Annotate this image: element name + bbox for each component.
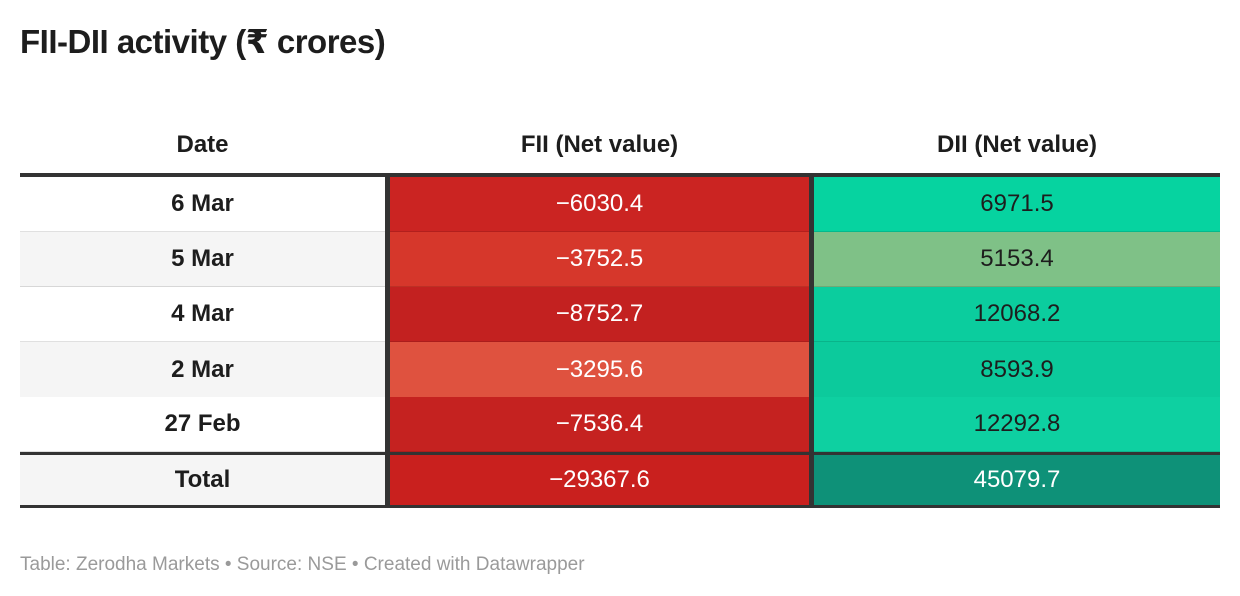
table-row: 5 Mar −3752.5 5153.4	[20, 232, 1220, 287]
table-row: 6 Mar −6030.4 6971.5	[20, 177, 1220, 232]
dii-value-cell: 12068.2	[814, 287, 1220, 342]
fii-value-cell: −3295.6	[390, 342, 809, 397]
date-cell: 27 Feb	[20, 397, 385, 452]
total-separator-rule	[20, 452, 1220, 455]
column-header-date: Date	[176, 130, 229, 158]
total-fii-cell: −29367.6	[390, 455, 809, 505]
fii-value-cell: −6030.4	[390, 177, 809, 232]
dii-value-cell: 6971.5	[814, 177, 1220, 232]
chart-title: FII-DII activity (₹ crores)	[20, 23, 386, 60]
dii-value-cell: 12292.8	[814, 397, 1220, 452]
total-dii-cell: 45079.7	[814, 455, 1220, 505]
fii-value-cell: −7536.4	[390, 397, 809, 452]
table-total-row: Total −29367.6 45079.7	[20, 455, 1220, 508]
column-header-fii: FII (Net value)	[520, 130, 679, 158]
fii-value-cell: −8752.7	[390, 287, 809, 342]
date-cell: 4 Mar	[20, 287, 385, 342]
fii-dii-table: Date FII (Net value) DII (Net value) 6 M…	[20, 116, 1220, 508]
dii-value-cell: 8593.9	[814, 342, 1220, 397]
attribution-footer: Table: Zerodha Markets • Source: NSE • C…	[20, 554, 585, 575]
date-cell: 5 Mar	[20, 232, 385, 287]
total-label-cell: Total	[20, 455, 385, 505]
column-header-dii: DII (Net value)	[936, 130, 1098, 158]
fii-value-cell: −3752.5	[390, 232, 809, 287]
table-row: 2 Mar −3295.6 8593.9	[20, 342, 1220, 397]
date-cell: 6 Mar	[20, 177, 385, 232]
table-header-row: Date FII (Net value) DII (Net value)	[20, 116, 1220, 177]
table-row: 27 Feb −7536.4 12292.8	[20, 397, 1220, 452]
date-cell: 2 Mar	[20, 342, 385, 397]
dii-value-cell: 5153.4	[814, 232, 1220, 287]
table-row: 4 Mar −8752.7 12068.2	[20, 287, 1220, 342]
